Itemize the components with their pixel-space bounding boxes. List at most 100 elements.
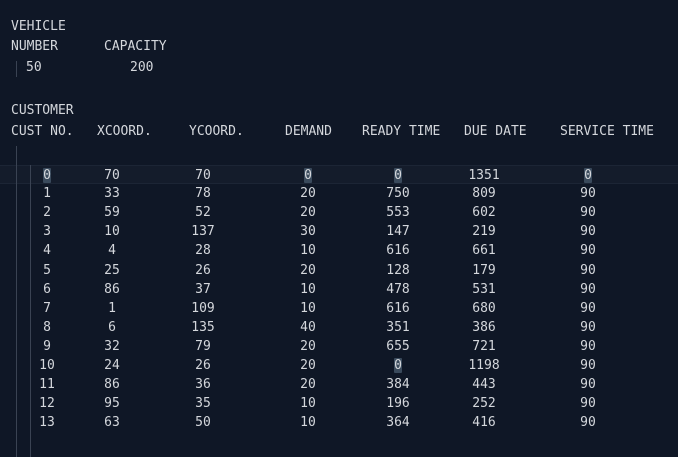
header-ready-time: READY TIME [362, 124, 441, 139]
cell-value: 616 [386, 243, 410, 259]
ready-time-cell: 128 [373, 261, 423, 280]
demand-cell: 10 [283, 280, 333, 299]
cell-value: 478 [386, 281, 410, 297]
demand-cell: 10 [283, 299, 333, 318]
ready-time-cell: 196 [373, 394, 423, 413]
cell-value: 9 [43, 338, 51, 354]
cell-value: 1198 [468, 358, 500, 373]
table-row: 8 6 135 40 351 386 90 [0, 318, 678, 337]
cell-value: 386 [472, 319, 496, 335]
due-date-cell: 531 [459, 280, 509, 299]
xcoord-cell: 86 [87, 280, 137, 299]
cell-value: 32 [104, 338, 120, 354]
due-date-cell: 386 [459, 318, 509, 337]
ready-time-cell: 616 [373, 299, 423, 318]
due-date-cell: 809 [459, 184, 509, 203]
due-date-cell: 252 [459, 394, 509, 413]
cell-value: 90 [580, 205, 596, 221]
xcoord-cell: 59 [87, 203, 137, 222]
cell-value: 1 [108, 300, 116, 316]
service-time-cell: 90 [563, 241, 613, 260]
demand-cell: 20 [283, 261, 333, 280]
cell-value: 59 [104, 205, 120, 221]
cell-value: 0 [394, 168, 402, 183]
xcoord-cell: 86 [87, 375, 137, 394]
cell-value: 90 [580, 396, 596, 412]
table-row: 7 1 109 10 616 680 90 [0, 299, 678, 318]
cust-no-cell: 0 [22, 166, 72, 185]
cell-value: 137 [191, 224, 215, 240]
table-row: 13 63 50 10 364 416 90 [0, 413, 678, 432]
table-row: 10 24 26 20 0 1198 90 [0, 356, 678, 375]
cell-value: 219 [472, 224, 496, 240]
cell-value: 680 [472, 300, 496, 316]
cell-value: 90 [580, 415, 596, 431]
cell-value: 179 [472, 262, 496, 278]
customer-section-label: CUSTOMER [11, 103, 74, 118]
cust-no-cell: 3 [22, 222, 72, 241]
ready-time-cell: 351 [373, 318, 423, 337]
cell-value: 531 [472, 281, 496, 297]
due-date-cell: 661 [459, 241, 509, 260]
ready-time-cell: 0 [373, 356, 423, 375]
cell-value: 50 [195, 415, 211, 431]
cell-value: 416 [472, 415, 496, 431]
cell-value: 0 [394, 358, 402, 373]
ready-time-cell: 0 [373, 166, 423, 185]
editor-line: NUMBER CAPACITY [0, 37, 678, 56]
cell-value: 20 [300, 358, 316, 373]
ycoord-cell: 35 [178, 394, 228, 413]
cust-no-cell: 7 [22, 299, 72, 318]
header-ycoord: YCOORD. [189, 124, 244, 139]
cell-value: 63 [104, 415, 120, 431]
cell-value: 616 [386, 300, 410, 316]
cust-no-cell: 6 [22, 280, 72, 299]
cust-no-cell: 12 [22, 394, 72, 413]
cust-no-cell: 10 [22, 356, 72, 375]
indent-guide [30, 165, 31, 457]
ycoord-cell: 36 [178, 375, 228, 394]
ready-time-cell: 553 [373, 203, 423, 222]
xcoord-cell: 25 [87, 261, 137, 280]
ycoord-cell: 137 [178, 222, 228, 241]
cell-value: 0 [304, 168, 312, 183]
header-demand: DEMAND [285, 124, 332, 139]
cell-value: 26 [195, 358, 211, 373]
cust-no-cell: 4 [22, 241, 72, 260]
cell-value: 86 [104, 377, 120, 393]
table-row: 9 32 79 20 655 721 90 [0, 337, 678, 356]
cell-value: 90 [580, 338, 596, 354]
cell-value: 7 [43, 300, 51, 316]
cell-value: 20 [300, 377, 316, 393]
cell-value: 78 [195, 186, 211, 202]
vehicle-capacity-value: 200 [130, 60, 154, 75]
cell-value: 30 [300, 224, 316, 240]
due-date-cell: 680 [459, 299, 509, 318]
ycoord-cell: 52 [178, 203, 228, 222]
cell-value: 90 [580, 300, 596, 316]
editor-line: CUSTOMER [0, 101, 678, 120]
cell-value: 8 [43, 319, 51, 335]
cell-value: 10 [39, 358, 55, 373]
due-date-cell: 219 [459, 222, 509, 241]
cust-no-cell: 8 [22, 318, 72, 337]
table-row: 0 70 70 0 0 1351 0 [0, 165, 678, 184]
xcoord-cell: 6 [87, 318, 137, 337]
cell-value: 20 [300, 262, 316, 278]
xcoord-cell: 1 [87, 299, 137, 318]
cust-no-cell: 5 [22, 261, 72, 280]
cell-value: 750 [386, 186, 410, 202]
ycoord-cell: 26 [178, 261, 228, 280]
cell-value: 12 [39, 396, 55, 412]
xcoord-cell: 95 [87, 394, 137, 413]
due-date-cell: 443 [459, 375, 509, 394]
demand-cell: 20 [283, 184, 333, 203]
service-time-cell: 90 [563, 184, 613, 203]
table-row: 1 33 78 20 750 809 90 [0, 184, 678, 203]
ycoord-cell: 70 [178, 166, 228, 185]
cell-value: 70 [195, 168, 211, 183]
cell-value: 28 [195, 243, 211, 259]
vehicle-number-value: 50 [26, 60, 42, 75]
cell-value: 95 [104, 396, 120, 412]
